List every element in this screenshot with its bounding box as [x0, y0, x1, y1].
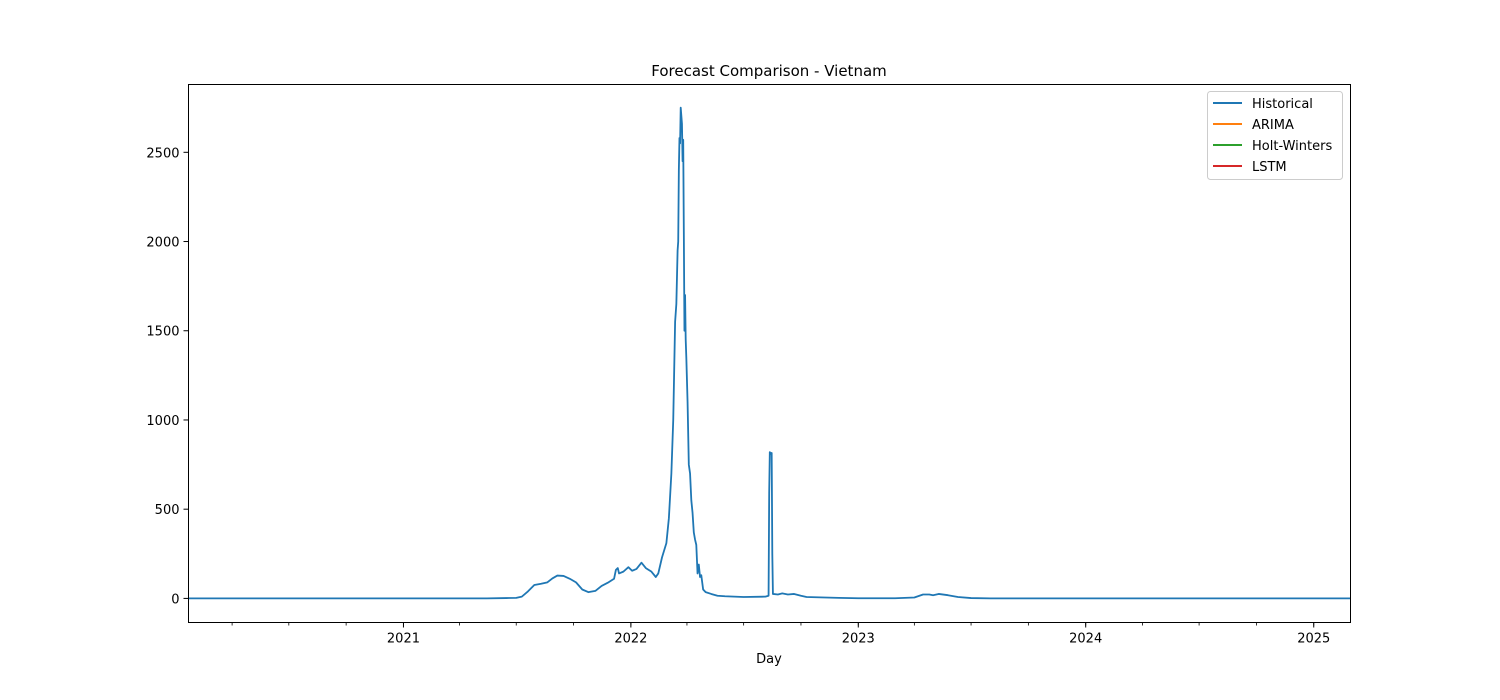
plot-area: 2021 2022 2023 2024 2025 0 500 1000 1500 2000 250… [146, 84, 1351, 647]
legend: Historical ARIMA Holt-Winters LSTM [1207, 91, 1343, 180]
y-tick-label: 500 [155, 503, 180, 518]
legend-label: Holt-Winters [1252, 139, 1332, 154]
y-tick-label: 2500 [146, 146, 179, 161]
y-tick-label: 2000 [146, 236, 179, 251]
legend-label: ARIMA [1252, 118, 1294, 133]
x-tick-label: 2021 [387, 632, 420, 647]
series-line-historical [188, 106, 1351, 600]
x-tick-label: 2022 [614, 632, 647, 647]
y-axis: 0 500 1000 1500 2000 2500 [146, 146, 189, 607]
series-layer [188, 106, 1351, 600]
y-tick-label: 0 [171, 592, 179, 607]
y-tick-label: 1500 [146, 325, 179, 340]
y-tick-label: 1000 [146, 414, 179, 429]
x-axis-label: Day [756, 652, 782, 667]
x-tick-label: 2023 [842, 632, 875, 647]
legend-label: Historical [1252, 97, 1313, 112]
plot-frame [188, 84, 1351, 623]
x-tick-label: 2024 [1069, 632, 1102, 647]
chart-title: Forecast Comparison - Vietnam [651, 62, 887, 80]
x-tick-label: 2025 [1297, 632, 1330, 647]
legend-box [1207, 91, 1343, 180]
x-axis: 2021 2022 2023 2024 2025 [231, 622, 1330, 647]
legend-label: LSTM [1252, 160, 1287, 175]
